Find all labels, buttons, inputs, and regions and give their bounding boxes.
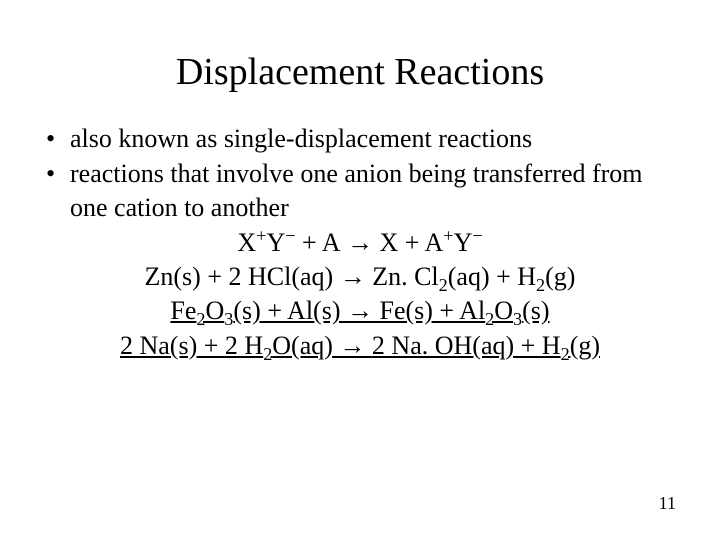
term: O [206, 296, 225, 325]
term: O(aq) [272, 331, 333, 360]
term: A [322, 228, 341, 257]
arrow-icon: → [333, 262, 372, 291]
term: Fe(s) + Al [380, 296, 486, 325]
term: Y [266, 228, 285, 257]
subscript: 2 [263, 344, 272, 364]
slide-body: • also known as single-displacement reac… [40, 122, 680, 363]
page-number: 11 [659, 493, 676, 514]
term: Y [454, 228, 473, 257]
term: (g) [570, 331, 600, 360]
superscript: − [472, 225, 482, 245]
term: (aq) + H [448, 262, 536, 291]
subscript: 2 [485, 310, 494, 330]
term: Zn. Cl [372, 262, 438, 291]
equation-2: Fe2O3(s) + Al(s) → Fe(s) + Al2O3(s) [40, 294, 680, 328]
term: Zn(s) + 2 HCl(aq) [145, 262, 334, 291]
term: 2 Na. OH(aq) + H [372, 331, 561, 360]
bullet-dot-icon: • [40, 122, 70, 155]
superscript: + [256, 225, 266, 245]
equation-underlined: 2 Na(s) + 2 H2O(aq) → 2 Na. OH(aq) + H2(… [120, 331, 600, 360]
term: (g) [545, 262, 575, 291]
equation-generic: X+Y− + A → X + A+Y− [40, 226, 680, 260]
equation-1: Zn(s) + 2 HCl(aq) → Zn. Cl2(aq) + H2(g) [40, 260, 680, 294]
equation-underlined: Fe2O3(s) + Al(s) → Fe(s) + Al2O3(s) [170, 296, 549, 325]
superscript: + [443, 225, 453, 245]
arrow-icon: → [341, 228, 380, 257]
slide: Displacement Reactions • also known as s… [0, 0, 720, 540]
subscript: 2 [196, 310, 205, 330]
term: A [425, 228, 444, 257]
term: (s) + Al(s) [233, 296, 340, 325]
term: O [494, 296, 513, 325]
arrow-icon: → [333, 331, 372, 360]
plus: + [398, 228, 424, 257]
bullet-dot-icon: • [40, 157, 70, 190]
term: Fe [170, 296, 196, 325]
subscript: 3 [513, 310, 522, 330]
plus: + [295, 228, 321, 257]
bullet-text: reactions that involve one anion being t… [70, 157, 680, 224]
term: X [380, 228, 399, 257]
term: (s) [522, 296, 549, 325]
subscript: 2 [439, 275, 448, 295]
superscript: − [285, 225, 295, 245]
bullet-text: also known as single-displacement reacti… [70, 122, 680, 155]
arrow-icon: → [341, 296, 380, 325]
equations-block: X+Y− + A → X + A+Y− Zn(s) + 2 HCl(aq) → … [40, 226, 680, 363]
term: 2 Na(s) + 2 H [120, 331, 263, 360]
subscript: 2 [561, 344, 570, 364]
term: X [237, 228, 256, 257]
bullet-item: • also known as single-displacement reac… [40, 122, 680, 155]
subscript: 2 [536, 275, 545, 295]
slide-title: Displacement Reactions [40, 50, 680, 94]
bullet-item: • reactions that involve one anion being… [40, 157, 680, 224]
equation-3: 2 Na(s) + 2 H2O(aq) → 2 Na. OH(aq) + H2(… [40, 329, 680, 363]
